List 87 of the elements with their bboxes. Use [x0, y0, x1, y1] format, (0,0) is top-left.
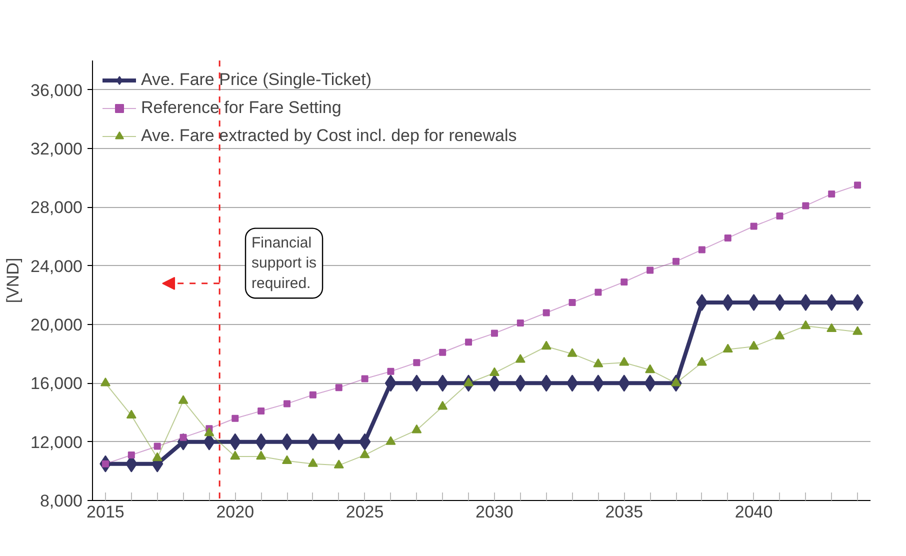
point — [566, 374, 578, 392]
point — [722, 344, 733, 353]
point — [619, 356, 630, 366]
point — [568, 299, 576, 306]
x-tick-label: 2030 — [476, 502, 514, 522]
point — [826, 323, 837, 332]
point — [258, 408, 265, 415]
point — [826, 294, 838, 311]
y-tick-label: 36,000 — [30, 80, 83, 100]
point — [360, 449, 370, 458]
y-tick-label: 16,000 — [30, 374, 83, 394]
point — [800, 294, 812, 311]
point — [464, 377, 474, 386]
x-tick-label: 2025 — [346, 502, 384, 522]
point — [204, 427, 214, 436]
point — [567, 348, 578, 357]
point — [645, 364, 656, 374]
point — [541, 340, 552, 350]
point — [335, 384, 342, 392]
point — [230, 450, 240, 460]
point — [308, 458, 318, 467]
x-tick-label: 2020 — [216, 502, 254, 522]
point — [774, 330, 785, 340]
y-tick-label: 12,000 — [30, 432, 83, 452]
point — [593, 358, 604, 368]
point — [490, 330, 498, 337]
point — [516, 320, 524, 327]
point — [438, 400, 448, 410]
point — [387, 368, 394, 375]
point — [750, 222, 758, 230]
point — [284, 400, 290, 408]
point — [724, 234, 732, 242]
point — [100, 377, 110, 386]
point — [774, 294, 786, 311]
point — [384, 374, 397, 392]
point — [748, 294, 760, 311]
y-tick-label: 20,000 — [30, 316, 83, 334]
point — [465, 338, 472, 346]
legend-label: Ave. Fare Price (Single-Ticket) — [141, 70, 372, 90]
point — [152, 452, 162, 462]
point — [776, 212, 784, 220]
point — [413, 359, 420, 366]
point — [439, 348, 446, 356]
point — [698, 246, 706, 254]
point — [696, 356, 707, 366]
point — [180, 434, 187, 441]
point — [592, 374, 604, 392]
point — [256, 450, 266, 460]
y-tick-label: 28,000 — [30, 198, 83, 218]
legend-label: Ave. Fare extracted by Cost incl. dep for renewals — [141, 126, 517, 146]
point — [126, 410, 136, 419]
point — [515, 354, 526, 363]
x-tick-label: 2040 — [734, 502, 773, 522]
point — [128, 452, 135, 459]
point — [412, 424, 422, 434]
legend-label: Reference for Fare Setting — [141, 98, 342, 118]
point — [594, 288, 602, 296]
y-tick-label: 24,000 — [30, 256, 83, 276]
point — [358, 433, 371, 450]
point — [852, 326, 863, 335]
point — [854, 182, 862, 189]
point — [722, 294, 734, 311]
y-tick-label: 8,000 — [40, 492, 83, 510]
point — [620, 278, 628, 286]
point — [361, 375, 368, 382]
y-axis-title: [VND] — [4, 258, 23, 304]
point — [748, 340, 759, 350]
point — [852, 294, 864, 311]
point — [696, 294, 708, 311]
point — [386, 436, 396, 445]
point — [178, 395, 188, 404]
point — [828, 190, 836, 198]
point — [154, 442, 161, 450]
x-tick-label: 2015 — [86, 502, 124, 522]
point — [309, 391, 316, 398]
point — [672, 258, 680, 265]
x-tick-label: 2035 — [605, 502, 644, 522]
point — [334, 460, 344, 468]
y-tick-label: 32,000 — [30, 140, 83, 158]
point — [646, 266, 654, 274]
point — [542, 309, 550, 316]
point — [282, 455, 292, 464]
point — [489, 367, 500, 376]
point — [802, 202, 810, 210]
point — [800, 320, 811, 330]
point — [232, 414, 239, 422]
annotation: Financial support is required. — [252, 234, 317, 292]
